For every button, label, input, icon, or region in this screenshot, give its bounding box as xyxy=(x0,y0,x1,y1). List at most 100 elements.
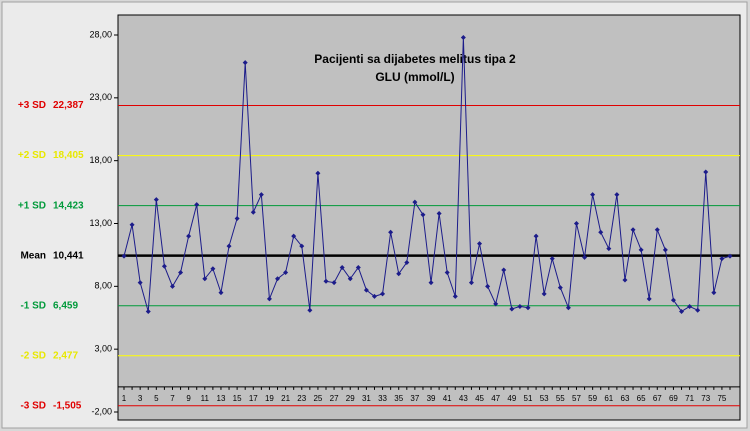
x-tick-label: 63 xyxy=(621,394,630,403)
x-tick-label: 17 xyxy=(249,394,258,403)
x-tick-label: 13 xyxy=(217,394,226,403)
reference-name: +2 SD xyxy=(18,150,46,161)
reference-value: 18,405 xyxy=(53,150,84,161)
x-tick-label: 37 xyxy=(410,394,419,403)
x-tick-label: 71 xyxy=(685,394,694,403)
chart-subtitle: GLU (mmol/L) xyxy=(375,70,454,84)
data-point xyxy=(501,267,507,273)
data-point xyxy=(315,170,321,176)
reference-name: -2 SD xyxy=(20,350,46,361)
x-tick-label: 11 xyxy=(201,394,210,403)
reference-value: 10,441 xyxy=(53,250,84,261)
data-point xyxy=(299,243,305,249)
x-tick-label: 5 xyxy=(154,394,159,403)
y-tick-label: 3,00 xyxy=(94,344,112,354)
x-tick-label: 19 xyxy=(265,394,274,403)
x-tick-label: 53 xyxy=(540,394,549,403)
data-point xyxy=(258,192,264,198)
data-point xyxy=(565,305,571,311)
y-tick-label: 23,00 xyxy=(89,92,112,102)
reference-name: -1 SD xyxy=(20,300,46,311)
data-point xyxy=(436,210,442,216)
x-tick-label: 47 xyxy=(491,394,500,403)
x-tick-label: 33 xyxy=(378,394,387,403)
data-point xyxy=(210,266,216,272)
x-tick-label: 1 xyxy=(122,394,127,403)
data-point xyxy=(202,276,208,282)
data-point xyxy=(711,290,717,296)
x-tick-label: 31 xyxy=(362,394,371,403)
data-point xyxy=(444,270,450,276)
data-point xyxy=(169,283,175,289)
x-tick-label: 67 xyxy=(653,394,662,403)
data-point xyxy=(129,222,135,228)
reference-value: 2,477 xyxy=(53,350,78,361)
data-point xyxy=(396,271,402,277)
data-point xyxy=(137,280,143,286)
reference-name: Mean xyxy=(20,250,46,261)
x-tick-label: 27 xyxy=(330,394,339,403)
data-point xyxy=(477,241,483,247)
data-point xyxy=(485,283,491,289)
x-tick-label: 75 xyxy=(717,394,726,403)
data-point xyxy=(428,280,434,286)
x-tick-label: 43 xyxy=(459,394,468,403)
data-point xyxy=(380,291,386,297)
y-tick-label: 8,00 xyxy=(94,281,112,291)
x-tick-label: 15 xyxy=(233,394,242,403)
data-point xyxy=(630,227,636,233)
data-point xyxy=(557,285,563,291)
data-point xyxy=(468,280,474,286)
reference-value: -1,505 xyxy=(53,400,82,411)
data-point xyxy=(614,192,620,198)
data-point xyxy=(242,60,248,66)
y-tick-label: 28,00 xyxy=(89,29,112,39)
data-point xyxy=(719,256,725,262)
x-tick-label: 61 xyxy=(604,394,613,403)
x-tick-label: 39 xyxy=(427,394,436,403)
data-point xyxy=(145,308,151,314)
data-point xyxy=(533,233,539,239)
reference-value: 6,459 xyxy=(53,300,78,311)
data-point xyxy=(525,305,531,311)
reference-name: +3 SD xyxy=(18,100,46,111)
x-tick-label: 41 xyxy=(443,394,452,403)
data-point xyxy=(509,306,515,312)
x-tick-label: 57 xyxy=(572,394,581,403)
y-tick-label: 18,00 xyxy=(89,155,112,165)
y-tick-label: 13,00 xyxy=(89,218,112,228)
x-tick-label: 51 xyxy=(524,394,533,403)
data-point xyxy=(275,276,281,282)
y-tick-label: -2,00 xyxy=(91,406,112,416)
data-point xyxy=(250,209,256,215)
data-point xyxy=(283,270,289,276)
data-point xyxy=(606,246,612,252)
data-point xyxy=(363,287,369,293)
data-point xyxy=(121,253,127,259)
data-point xyxy=(234,215,240,221)
reference-name: +1 SD xyxy=(18,200,46,211)
data-point xyxy=(654,227,660,233)
data-point xyxy=(153,197,159,203)
x-tick-label: 69 xyxy=(669,394,678,403)
x-tick-label: 65 xyxy=(637,394,646,403)
data-point xyxy=(638,247,644,253)
reference-value: 22,387 xyxy=(53,100,84,111)
data-point xyxy=(323,278,329,284)
data-point xyxy=(161,263,167,269)
data-point xyxy=(266,296,272,302)
x-tick-label: 55 xyxy=(556,394,565,403)
x-tick-label: 23 xyxy=(297,394,306,403)
x-tick-label: 49 xyxy=(507,394,516,403)
data-point xyxy=(646,296,652,302)
data-point xyxy=(727,253,733,259)
data-point xyxy=(307,307,313,313)
data-point xyxy=(404,259,410,265)
data-point xyxy=(178,270,184,276)
x-tick-label: 3 xyxy=(138,394,143,403)
data-point xyxy=(662,247,668,253)
data-point xyxy=(412,199,418,205)
data-point xyxy=(590,192,596,198)
reference-value: 14,423 xyxy=(53,200,84,211)
